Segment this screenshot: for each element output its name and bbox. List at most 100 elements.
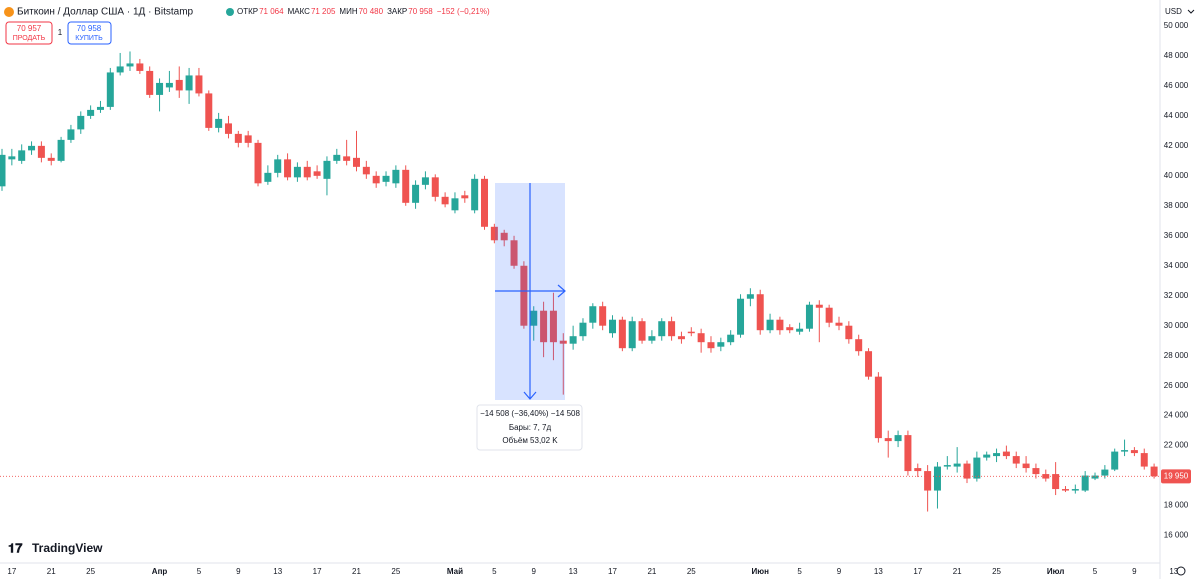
y-tick-label: 42 000 — [1164, 141, 1189, 150]
x-tick-label: 5 — [197, 567, 202, 576]
x-tick-label: 5 — [492, 567, 497, 576]
buy-label: КУПИТЬ — [75, 35, 103, 42]
buy-price: 70 958 — [77, 24, 102, 33]
stat-label: МИН — [339, 7, 357, 16]
candle-body — [677, 336, 685, 340]
candle-body — [244, 135, 252, 143]
candle-body — [264, 172, 272, 182]
candle-body — [599, 306, 607, 326]
candle-body — [1111, 451, 1119, 470]
candle-body — [323, 160, 331, 179]
candle-body — [825, 307, 833, 323]
x-tick-label: 13 — [1169, 567, 1178, 576]
stat-label: ОТКР — [237, 7, 258, 16]
candle-body — [914, 468, 922, 472]
candle-body — [57, 139, 65, 161]
candle-body — [717, 342, 725, 347]
x-tick-label: 17 — [313, 567, 322, 576]
candle-body — [441, 196, 449, 205]
currency[interactable]: USD — [1165, 7, 1182, 16]
candle-body — [874, 376, 882, 439]
logo-mark: 𝟏𝟕 — [8, 540, 23, 555]
candle-body — [943, 465, 951, 467]
candle-body — [1012, 456, 1020, 464]
x-tick-label: 21 — [953, 567, 962, 576]
candle-body — [156, 82, 164, 95]
candle-body — [67, 129, 75, 140]
change: −152 (−0,21%) — [437, 7, 490, 16]
candle-body — [973, 457, 981, 479]
measure-text: Объём 53,02 K — [502, 436, 558, 445]
last-price-box — [1161, 469, 1191, 484]
candle-body — [303, 166, 311, 178]
measure-tool: −14 508 (−36,40%) −14 508 Бары: 7, 7д Об… — [476, 183, 583, 451]
candle-body — [333, 154, 341, 161]
measure-v-head — [523, 391, 537, 400]
x-tick-label: 17 — [913, 567, 922, 576]
candle-body — [1002, 451, 1010, 457]
candle-body — [815, 304, 823, 308]
y-tick-label: 34 000 — [1164, 261, 1189, 270]
candle-body — [835, 322, 843, 326]
x-tick-label: 25 — [992, 567, 1001, 576]
x-tick-label: 13 — [569, 567, 578, 576]
candle-body — [924, 471, 932, 491]
y-tick-label: 36 000 — [1164, 231, 1189, 240]
candle-body — [254, 142, 262, 184]
x-tick-label: Апр — [152, 567, 168, 576]
candle-body — [146, 70, 154, 95]
candle-body — [18, 150, 26, 161]
candle-body — [343, 156, 351, 161]
buy-button[interactable] — [67, 21, 112, 45]
candle-body — [284, 159, 292, 178]
sell-button[interactable] — [5, 21, 53, 45]
stat-label: МАКС — [288, 7, 311, 16]
candle-body — [28, 145, 36, 151]
candle-body — [175, 79, 183, 91]
market-status — [226, 8, 234, 16]
y-tick-label: 16 000 — [1164, 531, 1189, 540]
candle-body — [372, 175, 380, 184]
x-tick-label: 9 — [532, 567, 537, 576]
candle-body — [234, 133, 242, 143]
candle-body — [126, 63, 134, 67]
x-tick-label: 9 — [837, 567, 842, 576]
candle-body — [983, 454, 991, 458]
candle-body — [87, 109, 95, 116]
candle-body — [609, 319, 617, 334]
candle-body — [865, 351, 873, 377]
y-tick-label: 48 000 — [1164, 51, 1189, 60]
candle-body — [796, 328, 804, 332]
x-tick-label: 5 — [797, 567, 802, 576]
candle-body — [77, 115, 85, 130]
candle-body — [195, 75, 203, 94]
stat-value: 70 958 — [408, 7, 433, 16]
candle-body — [431, 177, 439, 197]
x-tick-label: 9 — [236, 567, 241, 576]
symbol-title[interactable]: Биткоин / Доллар США · 1Д · Bitstamp — [17, 7, 194, 18]
x-tick-label: 17 — [608, 567, 617, 576]
x-tick-label: 13 — [874, 567, 883, 576]
candle-body — [0, 154, 6, 187]
candle-body — [481, 178, 489, 227]
y-tick-label: 38 000 — [1164, 201, 1189, 210]
y-tick-label: 40 000 — [1164, 171, 1189, 180]
settings-icon[interactable] — [1176, 566, 1186, 576]
stat-value: 70 480 — [359, 7, 384, 16]
candle-body — [1032, 468, 1040, 475]
y-tick-label: 32 000 — [1164, 291, 1189, 300]
candle-body — [904, 435, 912, 472]
candle-body — [648, 336, 656, 341]
candle-body — [963, 463, 971, 479]
y-tick-label: 44 000 — [1164, 111, 1189, 120]
y-tick-label: 28 000 — [1164, 351, 1189, 360]
candle-body — [136, 63, 144, 71]
stat-label: ЗАКР — [387, 7, 407, 16]
y-tick-label: 22 000 — [1164, 441, 1189, 450]
sell-price: 70 957 — [17, 24, 42, 33]
logo[interactable]: TradingView — [32, 541, 103, 555]
candle-body — [215, 118, 223, 128]
candle-body — [668, 321, 676, 337]
